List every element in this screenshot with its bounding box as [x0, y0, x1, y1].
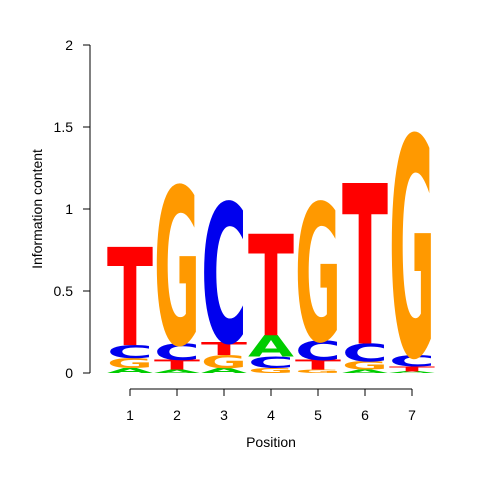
logo-letter-G: G [154, 145, 200, 395]
letter-glyph: T [154, 358, 200, 374]
x-tick-label: 6 [361, 407, 369, 423]
letter-glyph: C [389, 352, 435, 370]
logo-letter-G: G [107, 356, 153, 372]
logo-letter-C: C [201, 164, 247, 387]
x-axis-label: Position [246, 434, 296, 450]
letter-glyph: A [248, 330, 294, 364]
y-axis: 0 0.5 1 1.5 2 [54, 37, 91, 381]
y-tick-label: 2 [65, 37, 73, 53]
x-tick-label: 7 [408, 407, 416, 423]
y-tick-label: 0.5 [54, 283, 74, 299]
logo-letter-G: G [201, 351, 247, 372]
logo-letter-A: A [154, 369, 201, 374]
y-tick-label: 1.5 [54, 119, 74, 135]
letter-glyph: G [107, 356, 153, 372]
logo-letter-G: G [248, 367, 294, 375]
logo-letter-C: C [248, 354, 294, 372]
letter-glyph: C [107, 341, 153, 362]
letter-glyph: G [248, 367, 294, 375]
logo-letter-A: A [201, 367, 247, 375]
logo-letter-C: C [295, 335, 341, 366]
logo-letter-G: G [389, 77, 435, 427]
logo-letter-T: T [201, 338, 247, 359]
letter-glyph: G [201, 351, 247, 372]
logo-letter-G: G [295, 369, 341, 374]
letter-glyph: G [389, 77, 435, 427]
logo-letter-T: T [389, 365, 435, 373]
letter-glyph: C [201, 164, 247, 387]
logo-letter-C: C [342, 339, 388, 368]
logo-letter-G: G [295, 165, 341, 385]
logo-letter-A: A [107, 367, 153, 375]
x-tick-label: 5 [314, 407, 322, 423]
x-tick-label: 4 [267, 407, 275, 423]
letter-glyph: T [295, 358, 341, 374]
letter-glyph: T [248, 205, 294, 368]
letter-glyph: T [201, 338, 247, 359]
logo-letter-C: C [389, 352, 435, 370]
y-tick-label: 1 [65, 201, 73, 217]
letter-glyph: G [295, 369, 341, 374]
y-axis-label: Information content [29, 149, 45, 269]
letter-glyph: A [154, 369, 201, 374]
logo-letter-C: C [107, 341, 153, 362]
logo-letter-T: T [342, 141, 388, 397]
logo-letter-A: A [248, 330, 294, 364]
letter-glyph: C [154, 339, 200, 365]
letter-glyph: C [295, 335, 341, 366]
x-tick-label: 1 [126, 407, 134, 423]
letter-glyph: C [248, 354, 294, 372]
letter-glyph: G [154, 145, 200, 395]
x-axis: 1 2 3 4 5 6 7 [126, 388, 416, 423]
logo-letter-C: C [154, 339, 200, 365]
y-tick-label: 0 [65, 365, 73, 381]
logo-letter-A: A [389, 371, 436, 374]
x-tick-label: 2 [173, 407, 181, 423]
letter-glyph: T [342, 141, 388, 397]
letter-glyph: A [107, 367, 153, 375]
letter-glyph: T [107, 221, 153, 378]
logo-letter-T: T [154, 358, 200, 374]
x-tick-label: 3 [220, 407, 228, 423]
logo-letter-T: T [107, 221, 153, 378]
letter-glyph: A [389, 371, 436, 374]
logo-letter-G: G [342, 359, 388, 372]
letter-glyph: C [342, 339, 388, 368]
letter-glyph: G [295, 165, 341, 385]
logo-letter-A: A [342, 369, 389, 374]
logo-letter-T: T [295, 358, 341, 374]
logo-letter-T: T [248, 205, 294, 368]
letter-glyph: A [342, 369, 389, 374]
letter-glyph: A [201, 367, 247, 375]
letter-glyph: G [342, 359, 388, 372]
letter-glyph: T [389, 365, 435, 373]
